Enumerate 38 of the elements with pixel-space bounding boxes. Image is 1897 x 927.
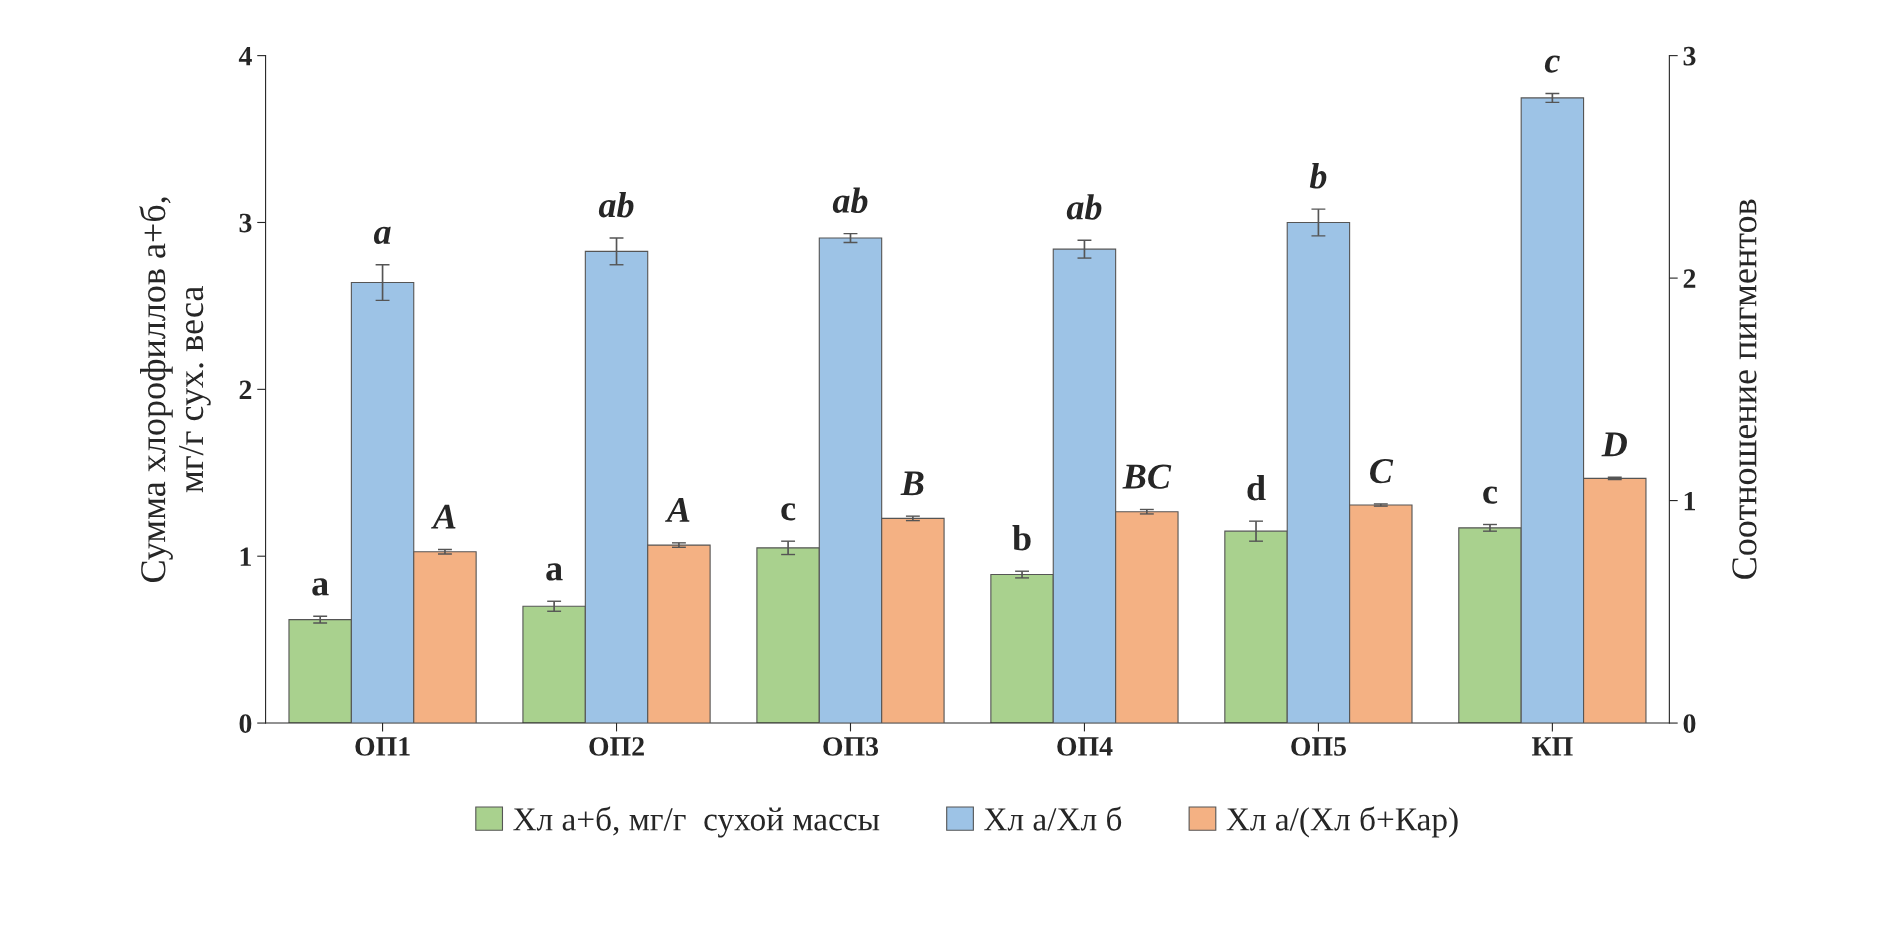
legend-label: Хл а/Хл б	[984, 806, 1122, 831]
data-label: D	[1601, 432, 1627, 457]
data-label: ab	[832, 187, 868, 213]
y2-tick-label: 1	[1684, 491, 1696, 511]
x-tick-label: ОП2	[589, 737, 644, 756]
data-label: A	[665, 497, 690, 522]
x-tick-label: ОП5	[1291, 737, 1346, 756]
data-label: B	[900, 471, 924, 496]
data-label: ab	[1066, 194, 1102, 220]
data-label: a	[373, 226, 391, 245]
x-tick-label: ОП4	[1057, 737, 1113, 756]
y2-tick-label: 2	[1683, 269, 1696, 288]
x-tick-label: КП	[1531, 737, 1573, 756]
data-label: c	[781, 503, 796, 521]
data-label: b	[1012, 525, 1031, 551]
y-tick-label: 0	[239, 714, 252, 733]
y2-tick-label: 3	[1683, 46, 1696, 66]
data-label: a	[546, 563, 563, 581]
x-tick-label: ОП3	[823, 737, 879, 756]
y-tick-label: 3	[239, 213, 252, 233]
y2-tick-label: 0	[1683, 714, 1696, 733]
data-label: a	[312, 578, 329, 596]
data-label: ab	[598, 191, 634, 218]
legend-label: Хл а/(Хл б+Кар)	[1226, 806, 1458, 838]
data-label: A	[431, 504, 456, 529]
legend-label: Хл а+б, мг/г сухой массы	[513, 806, 880, 838]
x-tick-label: ОП1	[355, 737, 410, 756]
y-tick-label: 4	[238, 46, 252, 66]
y2-axis-title: Соотношение пигментов	[1732, 199, 1757, 579]
data-label: b	[1309, 163, 1327, 189]
data-label: BC	[1122, 464, 1172, 489]
data-label: C	[1370, 458, 1394, 484]
data-label: c	[1483, 486, 1498, 504]
y-tick-label: 2	[239, 380, 252, 399]
data-label: d	[1247, 475, 1266, 501]
y-axis-title: Сумма хлорофиллов а+б, мг/г сух. веса	[139, 197, 211, 582]
y-tick-label: 1	[240, 547, 251, 566]
data-label: c	[1544, 55, 1560, 73]
